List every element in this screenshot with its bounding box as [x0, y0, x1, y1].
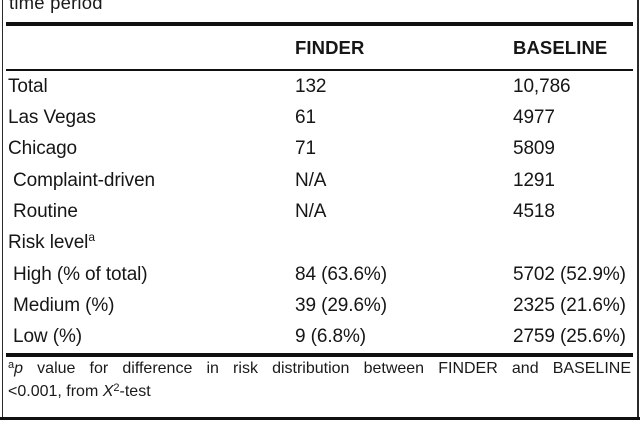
- row-label: Total: [8, 75, 48, 97]
- baseline-value: 4977: [513, 106, 555, 128]
- footnote-text: value for difference in risk distributio…: [23, 360, 631, 377]
- risk-level-footnote-marker: a: [88, 230, 95, 245]
- row-label: Medium (%): [13, 294, 115, 316]
- footnote-line-2: <0.001, from X2-test: [8, 381, 631, 404]
- baseline-value: 4518: [513, 200, 555, 222]
- figure-right-border: [636, 0, 639, 420]
- baseline-value: 5702 (52.9%): [513, 263, 626, 285]
- finder-value: 61: [295, 106, 316, 128]
- table-row-routine: Routine N/A 4518: [0, 196, 640, 227]
- finder-value: 9 (6.8%): [295, 326, 367, 348]
- row-label: Complaint-driven: [13, 169, 156, 191]
- table-bottom-rule: [6, 353, 633, 357]
- baseline-value: 2325 (21.6%): [513, 294, 626, 316]
- finder-value: 39 (29.6%): [295, 294, 387, 316]
- finder-value: N/A: [295, 200, 327, 222]
- baseline-value: 10,786: [513, 75, 571, 97]
- footnote-marker: a: [8, 359, 15, 371]
- footnote-line-1: ap value for difference in risk distribu…: [8, 358, 631, 381]
- finder-value: N/A: [295, 169, 327, 191]
- footnote-threshold: <0.001, from: [8, 383, 103, 400]
- table-row-complaint-driven: Complaint-driven N/A 1291: [0, 165, 640, 196]
- chi-statistic-symbol: X: [102, 383, 114, 400]
- baseline-value: 5809: [513, 138, 555, 160]
- figure-bottom-rule: [0, 417, 640, 420]
- baseline-value: 1291: [513, 169, 555, 191]
- figure-left-border: [1, 0, 4, 420]
- table-body: Total 132 10,786 Las Vegas 61 4977 Chica…: [0, 71, 640, 353]
- footnote-test-suffix: -test: [119, 383, 151, 400]
- risk-level-label: Risk level: [8, 232, 89, 254]
- finder-value: 132: [295, 75, 327, 97]
- table-header-row: FINDER BASELINE: [0, 26, 640, 69]
- row-label: Routine: [13, 200, 78, 222]
- table-row-risk-level: Risk levela: [0, 228, 640, 259]
- table-row-total: Total 132 10,786: [0, 71, 640, 102]
- row-label: Chicago: [8, 138, 78, 160]
- row-label: Low (%): [13, 326, 82, 348]
- chi-statistic-exponent: 2: [113, 382, 120, 394]
- table-row-low: Low (%) 9 (6.8%) 2759 (25.6%): [0, 322, 640, 353]
- table-caption-fragment: time period: [9, 0, 103, 13]
- row-label: Risk levela: [8, 230, 295, 254]
- table-row-high: High (% of total) 84 (63.6%) 5702 (52.9%…: [0, 259, 640, 290]
- row-label: High (% of total): [13, 263, 148, 285]
- baseline-value: 2759 (25.6%): [513, 326, 626, 348]
- table-footnote: ap value for difference in risk distribu…: [8, 358, 631, 404]
- table-row-chicago: Chicago 71 5809: [0, 134, 640, 165]
- column-header-baseline: BASELINE: [513, 36, 608, 58]
- table-top-rule: [6, 22, 633, 26]
- table-row-las-vegas: Las Vegas 61 4977: [0, 102, 640, 133]
- row-label: Las Vegas: [8, 106, 96, 128]
- finder-value: 84 (63.6%): [295, 263, 387, 285]
- column-header-finder: FINDER: [295, 36, 365, 58]
- header-divider-rule: [6, 69, 633, 71]
- table-row-medium: Medium (%) 39 (29.6%) 2325 (21.6%): [0, 290, 640, 321]
- finder-value: 71: [295, 138, 316, 160]
- footnote-p-symbol: p: [14, 360, 24, 377]
